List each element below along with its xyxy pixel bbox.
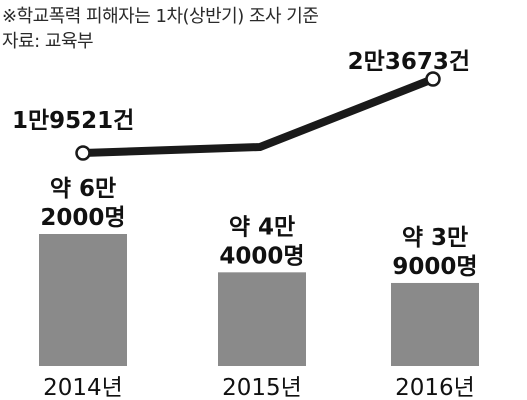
line-value-label-2: 2만3673건 bbox=[348, 49, 470, 75]
x-tick-label-1: 2014년 bbox=[43, 375, 123, 400]
line-value-label-1: 1만9521건 bbox=[12, 108, 134, 134]
bar-value-label-3-line1: 약 3만 bbox=[402, 225, 468, 251]
footnote: ※학교폭력 피해자는 1차(상반기) 조사 기준 bbox=[2, 6, 319, 27]
bar-value-label-3-line2: 9000명 bbox=[392, 254, 477, 280]
bar-1 bbox=[39, 234, 127, 366]
x-tick-label-2: 2015년 bbox=[222, 375, 302, 400]
line-point-1 bbox=[75, 145, 91, 161]
bar-value-label-2-line2: 4000명 bbox=[219, 243, 304, 269]
bar-value-label-2-line1: 약 4만 bbox=[229, 214, 295, 240]
x-tick-label-3: 2016년 bbox=[395, 375, 475, 400]
line-series bbox=[79, 75, 437, 157]
line-point-2 bbox=[425, 71, 441, 87]
bar-value-label-1-line1: 약 6만 bbox=[50, 176, 116, 202]
bar-3 bbox=[391, 282, 479, 366]
bar-value-label-1-line2: 2000명 bbox=[40, 205, 125, 231]
source-label: 자료: 교육부 bbox=[2, 31, 94, 52]
bar-2 bbox=[218, 272, 306, 366]
